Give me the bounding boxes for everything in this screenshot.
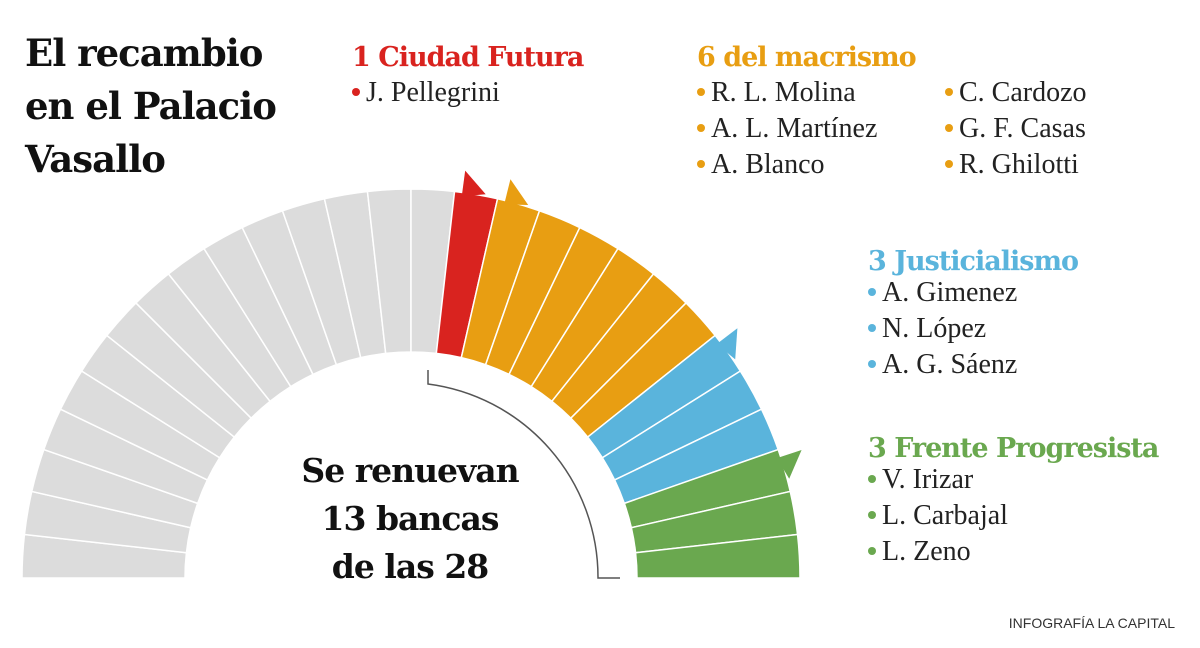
member-name: V. Irizar	[882, 464, 974, 495]
member-name: A. G. Sáenz	[882, 349, 1017, 380]
member-name: L. Carbajal	[882, 500, 1008, 531]
group-marker	[504, 179, 529, 205]
bullet	[697, 124, 705, 132]
group-count: 6	[697, 42, 715, 73]
group-name: Ciudad Futura	[378, 42, 584, 73]
bullet	[945, 88, 953, 96]
bullet	[352, 88, 360, 96]
member-name: G. F. Casas	[959, 113, 1086, 144]
bullet	[868, 511, 876, 519]
group-marker	[716, 328, 738, 360]
bullet	[868, 475, 876, 483]
group-count: 3	[868, 246, 886, 277]
bullet	[868, 288, 876, 296]
group-name: Frente Progresista	[894, 433, 1159, 464]
inner-guide	[427, 370, 620, 579]
member-name: C. Cardozo	[959, 77, 1087, 108]
center-word: bancas	[376, 499, 499, 538]
member-name: L. Zeno	[882, 536, 971, 567]
center-text: Se renuevan	[301, 451, 519, 490]
member-name: A. Gimenez	[882, 277, 1017, 308]
group-heading: 3 Frente Progresista	[868, 433, 1159, 464]
remaining-seats	[21, 188, 456, 579]
group-heading: 3 Justicialismo	[868, 246, 1078, 277]
bullet	[945, 160, 953, 168]
group-count: 3	[868, 433, 886, 464]
seat	[634, 533, 801, 579]
total-count: 28	[444, 547, 488, 586]
credit: INFOGRAFÍA LA CAPITAL	[1009, 615, 1175, 631]
member-name: R. Ghilotti	[959, 149, 1079, 180]
bullet	[697, 88, 705, 96]
member-name: R. L. Molina	[711, 77, 856, 108]
group-name: del macrismo	[723, 42, 915, 73]
member-name: A. Blanco	[711, 149, 825, 180]
member-name: J. Pellegrini	[366, 77, 500, 108]
bullet	[697, 160, 705, 168]
group-seats	[460, 197, 717, 439]
group-seats	[586, 334, 780, 505]
title-line: en el Palacio	[25, 84, 276, 128]
title-line: El recambio	[25, 31, 263, 75]
group-seats	[623, 448, 801, 579]
center-word: de las	[332, 547, 434, 586]
bullet	[868, 547, 876, 555]
center-text: de las 28	[332, 547, 489, 586]
center-text: 13 bancas	[322, 499, 499, 538]
bullet	[945, 124, 953, 132]
group-count: 1	[352, 42, 370, 73]
group-marker	[776, 450, 802, 479]
bullet	[868, 360, 876, 368]
member-name: A. L. Martínez	[711, 113, 877, 144]
member-name: N. López	[882, 313, 986, 344]
title-line: Vasallo	[24, 137, 165, 181]
group-heading: 6 del macrismo	[697, 42, 916, 73]
group-heading: 1 Ciudad Futura	[352, 42, 584, 73]
group-marker	[461, 170, 486, 197]
group-name: Justicialismo	[892, 246, 1078, 277]
bullet	[868, 324, 876, 332]
renewed-count: 13	[322, 499, 366, 538]
